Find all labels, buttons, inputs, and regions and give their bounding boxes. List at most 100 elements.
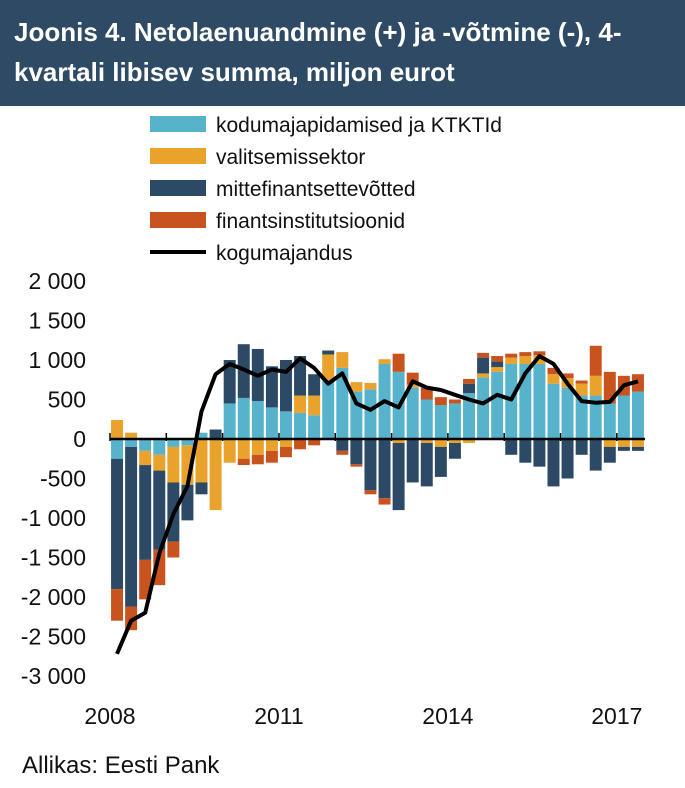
bar-segment-1 [477,373,490,378]
bar-segment-3 [547,367,560,375]
bar-segment-0 [280,411,292,439]
y-tick-label: -1 500 [21,545,86,571]
bar-segment-1 [420,439,433,443]
legend-swatch-2 [150,180,206,196]
bar-segment-1 [125,432,138,439]
bar-segment-2 [223,360,236,404]
bar-segment-2 [336,439,349,451]
bar-segment-3 [406,372,419,385]
bar-segment-3 [336,450,349,455]
y-tick-label: 500 [48,387,86,413]
bar-segment-2 [617,446,630,451]
bar-segment-2 [406,439,419,483]
legend-label-3: finantsinstitutsioonid [216,210,405,233]
bar-segment-1 [519,356,532,364]
bar-segment-2 [491,361,504,368]
bar-segment-3 [265,450,278,463]
bar-segment-1 [294,395,307,413]
title-bar: Joonis 4. Netolaenuandmine (+) ja -võtmi… [0,0,685,106]
source-note: Allikas: Eesti Pank [22,752,220,779]
legend-swatch-3 [150,212,206,228]
bar-segment-3 [448,399,461,404]
bar-segment-3 [463,378,475,384]
bar-segment-0 [491,371,504,439]
bar-segment-1 [265,439,278,451]
bar-segment-1 [392,439,405,443]
bar-segment-2 [322,350,335,355]
bar-segment-0 [477,377,490,439]
bar-segment-1 [322,354,335,380]
y-tick-label: -2 500 [21,624,86,650]
bar-segment-2 [195,482,208,495]
bar-segment-3 [308,439,321,446]
bar-segment-2 [139,465,152,560]
bar-segment-3 [294,439,307,450]
legend-label-line: kogumajandus [216,242,353,265]
bar-segment-3 [153,549,166,586]
bar-segment-3 [477,352,490,358]
bar-segment-0 [153,439,166,455]
bar-segment-1 [153,454,166,471]
bar-segment-3 [111,589,124,621]
bar-segment-2 [125,446,138,607]
bar-segment-1 [139,450,152,466]
bar-segment-0 [195,432,208,439]
bar-segment-2 [265,366,278,408]
bar-segment-2 [448,442,461,459]
bar-segment-2 [308,374,321,396]
bar-segment-3 [519,352,532,357]
bar-segment-1 [237,439,250,459]
y-tick-label: -1 000 [21,505,86,531]
bar-segment-1 [505,357,518,364]
bar-segment-0 [125,439,138,447]
bar-segment-2 [364,439,377,491]
bar-segment-1 [167,446,180,483]
bar-segment-2 [505,439,518,455]
bar-segment-0 [406,387,419,439]
bar-segment-0 [589,395,602,439]
bar-segment-2 [547,439,560,487]
bar-segment-2 [280,360,292,412]
bar-segment-0 [561,387,574,439]
x-tick-label: 2011 [254,703,303,729]
chart-title: Joonis 4. Netolaenuandmine (+) ja -võtmi… [14,17,622,87]
bar-segment-2 [392,442,405,511]
bar-segment-3 [491,356,504,362]
bar-segment-3 [167,541,180,558]
bar-segment-0 [167,439,180,447]
bar-segment-2 [111,458,124,590]
bar-segment-3 [378,498,391,505]
bar-segment-2 [294,356,307,396]
bar-segment-2 [434,446,447,477]
bar-segment-2 [463,383,475,394]
bar-segment-1 [111,420,124,439]
bar-segment-1 [434,439,447,447]
bar-segment-1 [589,375,602,396]
legend-swatch-1 [150,148,206,164]
bar-segment-0 [251,401,264,439]
bar-segment-1 [491,367,504,372]
bar-segment-1 [280,439,292,447]
x-tick-label: 2014 [422,703,473,729]
bar-segment-1 [209,439,222,511]
legend-swatch-0 [150,116,206,132]
bar-segment-0 [350,391,363,439]
bar-segment-2 [477,357,490,374]
bar-segment-0 [237,397,250,439]
x-tick-label: 2017 [591,703,642,729]
bar-segment-0 [265,407,278,439]
bar-segment-0 [434,405,447,439]
bar-segment-3 [505,353,518,358]
bar-segment-1 [547,374,560,384]
bar-segment-1 [406,384,419,388]
bar-segment-3 [561,373,574,379]
x-tick-label: 2008 [84,703,135,729]
bar-segment-1 [364,382,377,390]
bar-segment-2 [181,484,194,521]
bar-segment-3 [237,458,250,466]
bar-segment-2 [378,439,391,499]
bar-segment-0 [181,439,194,446]
bar-segment-1 [308,395,321,416]
y-tick-label: -500 [40,466,86,492]
bar-segment-0 [448,403,461,439]
